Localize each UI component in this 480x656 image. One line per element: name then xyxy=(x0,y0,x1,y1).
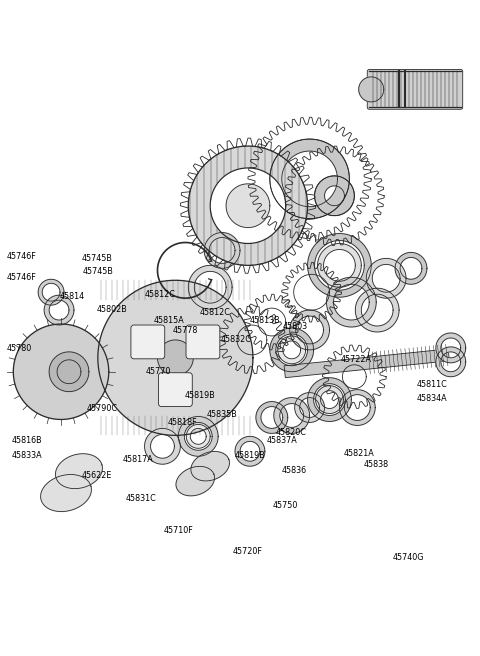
Text: 45813B: 45813B xyxy=(250,316,280,325)
Text: 45802B: 45802B xyxy=(97,304,128,314)
Polygon shape xyxy=(56,454,102,489)
Text: 45834A: 45834A xyxy=(417,394,447,403)
Text: 45835B: 45835B xyxy=(206,409,237,419)
Polygon shape xyxy=(436,347,466,377)
Polygon shape xyxy=(308,378,351,421)
Polygon shape xyxy=(315,386,343,413)
Text: 45821A: 45821A xyxy=(344,449,375,458)
Text: 45816B: 45816B xyxy=(12,436,43,445)
Polygon shape xyxy=(41,474,91,512)
Text: 45833A: 45833A xyxy=(12,451,43,461)
Text: 45820C: 45820C xyxy=(276,428,307,437)
Text: 45818F: 45818F xyxy=(168,418,197,427)
Polygon shape xyxy=(44,295,74,325)
Text: 45803: 45803 xyxy=(283,322,308,331)
Text: 45745B: 45745B xyxy=(83,267,113,276)
Text: 45778: 45778 xyxy=(172,326,198,335)
Polygon shape xyxy=(256,401,288,434)
Polygon shape xyxy=(295,393,324,422)
Text: 45811C: 45811C xyxy=(417,380,447,389)
Polygon shape xyxy=(38,279,64,305)
FancyBboxPatch shape xyxy=(131,325,165,359)
Text: 45710F: 45710F xyxy=(164,525,193,535)
Polygon shape xyxy=(278,336,306,364)
Text: 45817A: 45817A xyxy=(122,455,153,464)
Polygon shape xyxy=(436,333,466,363)
Text: 45838: 45838 xyxy=(364,461,389,470)
FancyBboxPatch shape xyxy=(158,373,192,407)
Polygon shape xyxy=(355,288,399,332)
Polygon shape xyxy=(188,146,308,266)
Text: 45819B: 45819B xyxy=(234,451,265,461)
Polygon shape xyxy=(204,233,240,268)
Polygon shape xyxy=(13,324,109,419)
Polygon shape xyxy=(235,436,265,466)
Polygon shape xyxy=(314,176,354,216)
Polygon shape xyxy=(308,234,371,297)
Polygon shape xyxy=(188,266,232,309)
Text: 45770: 45770 xyxy=(146,367,171,375)
Polygon shape xyxy=(274,398,310,434)
Polygon shape xyxy=(290,310,329,350)
Polygon shape xyxy=(318,243,361,287)
Text: 45746F: 45746F xyxy=(7,274,37,282)
Text: 45780: 45780 xyxy=(7,344,32,354)
Text: 45746F: 45746F xyxy=(7,253,37,261)
Polygon shape xyxy=(210,168,286,243)
Text: 45812C: 45812C xyxy=(144,289,175,298)
Text: 45831C: 45831C xyxy=(125,495,156,503)
Polygon shape xyxy=(366,258,406,298)
Polygon shape xyxy=(179,417,218,457)
Polygon shape xyxy=(157,340,193,376)
Polygon shape xyxy=(339,390,375,426)
FancyBboxPatch shape xyxy=(284,349,449,378)
Polygon shape xyxy=(186,424,210,448)
Text: 45790C: 45790C xyxy=(86,404,117,413)
Polygon shape xyxy=(176,466,215,496)
Polygon shape xyxy=(144,428,180,464)
Polygon shape xyxy=(98,280,253,436)
Polygon shape xyxy=(49,352,89,392)
Polygon shape xyxy=(395,253,427,284)
Polygon shape xyxy=(270,139,349,218)
FancyBboxPatch shape xyxy=(367,70,463,110)
FancyBboxPatch shape xyxy=(186,325,220,359)
Polygon shape xyxy=(191,451,229,481)
Polygon shape xyxy=(326,277,376,327)
Text: 45722A: 45722A xyxy=(340,355,371,364)
Polygon shape xyxy=(270,328,313,372)
Text: 45745B: 45745B xyxy=(82,255,112,263)
Text: 45750: 45750 xyxy=(273,501,298,510)
Text: 45740G: 45740G xyxy=(393,553,424,562)
Text: 45814: 45814 xyxy=(60,291,85,300)
Text: 45832C: 45832C xyxy=(221,335,252,344)
Polygon shape xyxy=(226,184,270,228)
Text: 45837A: 45837A xyxy=(266,436,297,445)
Polygon shape xyxy=(359,77,384,102)
Text: 45836: 45836 xyxy=(282,466,307,475)
Text: 45720F: 45720F xyxy=(233,547,263,556)
Text: 45622E: 45622E xyxy=(82,471,112,480)
Text: 45815A: 45815A xyxy=(153,316,184,325)
Text: 45819B: 45819B xyxy=(185,392,216,400)
Text: 45812C: 45812C xyxy=(199,308,230,318)
